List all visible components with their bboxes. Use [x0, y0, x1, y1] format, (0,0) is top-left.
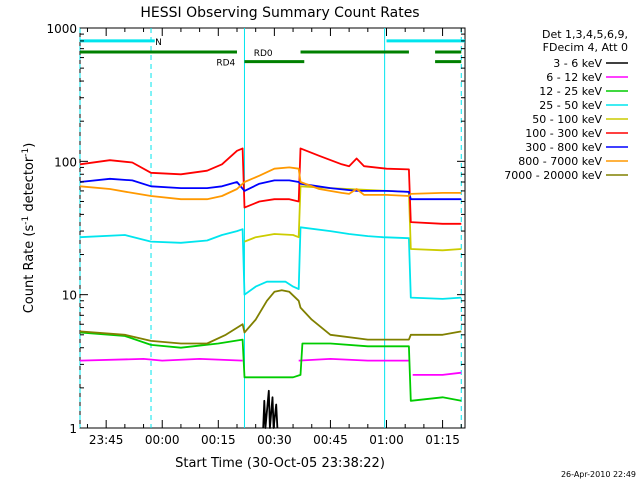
y-tick-label-2: 100 — [54, 155, 77, 169]
chart-title: HESSI Observing Summary Count Rates — [140, 5, 419, 21]
y-tick-label-0: 1 — [69, 422, 77, 436]
axes: 23:45 00:00 00:15 00:30 00:45 01:00 01:15 1 10 10… — [46, 22, 465, 447]
vertical-markers — [79, 28, 462, 428]
flag-label-rd4: RD4 — [216, 59, 235, 69]
flag-bars: N RD0 RD4 — [80, 38, 465, 69]
legend-label-8: 7000 - 20000 keV — [504, 169, 602, 182]
legend: Det 1,3,4,5,6,9,FDecim 4, Att 0 3 - 6 keV… — [504, 28, 628, 182]
x-tick-label-0: 23:45 — [89, 433, 124, 447]
x-tick-label-1: 00:00 — [145, 433, 180, 447]
legend-label-6: 300 - 800 keV — [525, 141, 602, 154]
x-tick-label-3: 00:30 — [257, 433, 292, 447]
flag-label-n: N — [155, 38, 162, 48]
series-line-0 — [262, 389, 279, 429]
series-line-7 — [79, 166, 462, 201]
x-axis-label: Start Time (30-Oct-05 23:38:22) — [175, 456, 385, 471]
y-tick-label-3: 1000 — [46, 22, 77, 36]
series-line-5 — [79, 147, 462, 225]
series-group — [79, 147, 462, 429]
legend-header-0: Det 1,3,4,5,6,9, — [542, 28, 628, 41]
legend-label-2: 12 - 25 keV — [539, 85, 602, 98]
series-line-2 — [79, 331, 462, 402]
series-line-8 — [79, 289, 462, 345]
series-line-4 — [244, 185, 462, 252]
plot-area: N RD0 RD4 23:45 00:00 00:15 00:30 00:45 01:00 01… — [46, 22, 466, 447]
legend-label-5: 100 - 300 keV — [525, 127, 602, 140]
y-axis-label: Count Rate (s-1 detector-1) — [21, 143, 37, 314]
legend-label-0: 3 - 6 keV — [553, 57, 602, 70]
series-line-3 — [79, 226, 462, 300]
y-tick-label-1: 10 — [62, 289, 77, 303]
legend-label-7: 800 - 7000 keV — [518, 155, 602, 168]
legend-header-1: FDecim 4, Att 0 — [543, 41, 628, 54]
x-tick-label-2: 00:15 — [201, 433, 236, 447]
plot-frame — [79, 27, 466, 429]
legend-label-1: 6 - 12 keV — [546, 71, 602, 84]
series-line-1 — [79, 358, 462, 376]
x-tick-label-4: 00:45 — [313, 433, 348, 447]
legend-label-3: 25 - 50 keV — [539, 99, 602, 112]
legend-label-4: 50 - 100 keV — [532, 113, 602, 126]
x-tick-label-5: 01:00 — [369, 433, 404, 447]
series-line-6 — [79, 177, 462, 201]
flag-label-rd0: RD0 — [254, 49, 273, 59]
footer-timestamp: 26-Apr-2010 22:49 — [561, 470, 636, 479]
x-tick-label-6: 01:15 — [425, 433, 460, 447]
